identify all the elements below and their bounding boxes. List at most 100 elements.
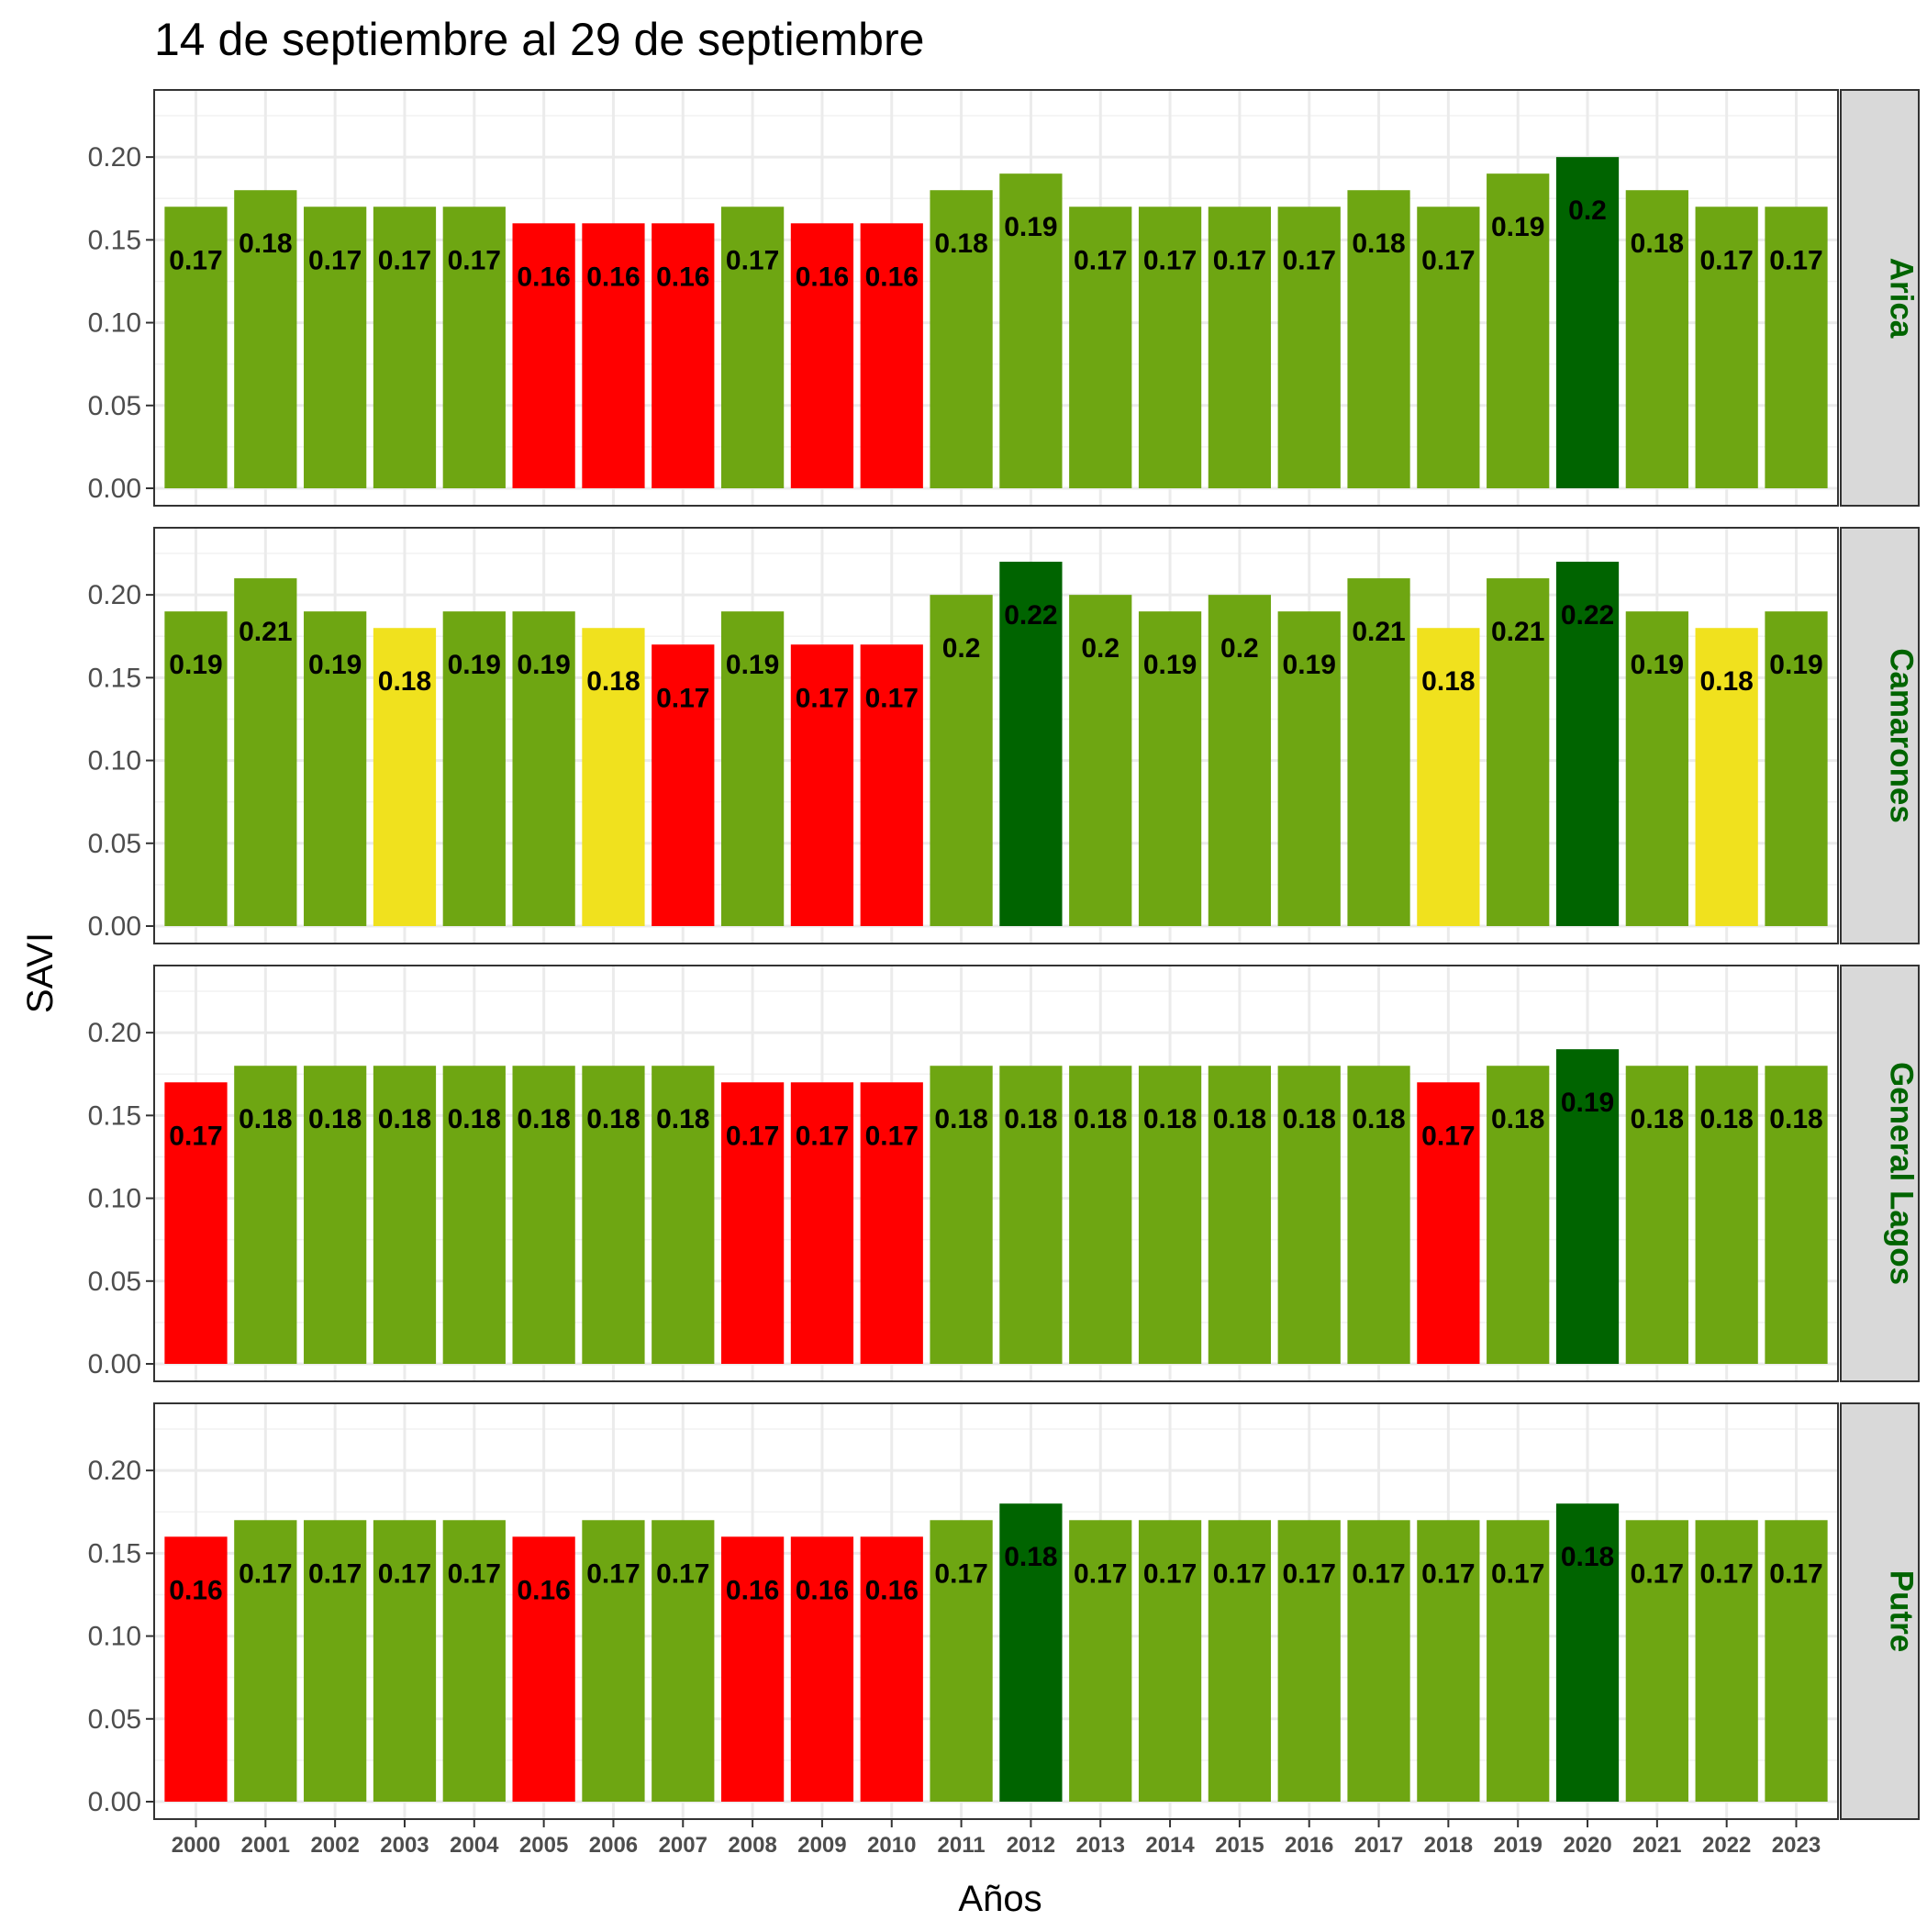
y-tick-label: 0.05 — [88, 391, 141, 421]
bar-value-label: 0.17 — [378, 1558, 431, 1589]
bar-2018 — [1417, 207, 1480, 488]
bar-2005 — [512, 223, 575, 488]
x-tick-label: 2002 — [310, 1833, 359, 1858]
bar-value-label: 0.18 — [656, 1104, 709, 1134]
bar-2005 — [512, 1066, 575, 1364]
bar-2014 — [1138, 611, 1202, 926]
bar-2007 — [652, 223, 715, 488]
bar-value-label: 0.17 — [656, 683, 709, 713]
bar-2010 — [860, 644, 923, 926]
bar-value-label: 0.17 — [1699, 245, 1753, 275]
bar-value-label: 0.18 — [1421, 666, 1475, 697]
bar-value-label: 0.19 — [308, 650, 362, 680]
x-tick-label: 2012 — [1007, 1833, 1055, 1858]
panel-border — [153, 527, 1839, 944]
bar-2002 — [304, 1520, 367, 1802]
bar-2019 — [1487, 1520, 1550, 1802]
bar-2020 — [1555, 562, 1620, 926]
facet-strip — [1840, 89, 1920, 507]
y-tick-label: 0.15 — [88, 1538, 141, 1569]
bar-value-label: 0.19 — [448, 650, 501, 680]
x-tick-label: 2005 — [519, 1833, 568, 1858]
bar-value-label: 0.18 — [239, 1104, 292, 1134]
bar-2015 — [1208, 1520, 1272, 1802]
chart-title: 14 de septiembre al 29 de septiembre — [154, 14, 924, 65]
facet-strip-label: General Lagos — [1884, 1062, 1920, 1285]
bar-value-label: 0.18 — [934, 1104, 987, 1134]
bar-value-label: 0.17 — [1143, 245, 1197, 275]
x-tick-label: 2006 — [589, 1833, 638, 1858]
bar-value-label: 0.18 — [1074, 1104, 1127, 1134]
bar-2004 — [442, 1520, 506, 1802]
bar-2016 — [1277, 207, 1341, 488]
x-tick-label: 2007 — [659, 1833, 707, 1858]
bar-value-label: 0.22 — [1561, 600, 1614, 631]
facet-strip — [1840, 965, 1920, 1382]
y-tick-label: 0.00 — [88, 474, 141, 504]
facet-strip — [1840, 1402, 1920, 1820]
bar-2023 — [1765, 207, 1828, 488]
bar-2021 — [1625, 1520, 1688, 1802]
bar-value-label: 0.21 — [1352, 617, 1405, 647]
bar-value-label: 0.17 — [1699, 1558, 1753, 1589]
bar-2000 — [164, 1082, 228, 1364]
bar-2015 — [1208, 595, 1272, 926]
bar-2003 — [373, 207, 437, 488]
bar-2008 — [720, 611, 785, 926]
bar-value-label: 0.16 — [517, 262, 570, 292]
x-tick-label: 2018 — [1424, 1833, 1473, 1858]
bar-value-label: 0.17 — [378, 245, 431, 275]
facet-strip-label: Putre — [1884, 1570, 1920, 1652]
x-tick-label: 2023 — [1772, 1833, 1821, 1858]
bar-value-label: 0.17 — [1421, 1558, 1475, 1589]
bar-value-label: 0.2 — [1081, 633, 1119, 664]
x-tick-label: 2010 — [867, 1833, 916, 1858]
bar-2001 — [234, 190, 297, 488]
bar-2020 — [1555, 157, 1620, 488]
bar-value-label: 0.17 — [1421, 245, 1475, 275]
bar-2013 — [1069, 207, 1132, 488]
bar-value-label: 0.17 — [1769, 245, 1822, 275]
bar-value-label: 0.17 — [1213, 1558, 1266, 1589]
bar-2023 — [1765, 1520, 1828, 1802]
bar-value-label: 0.17 — [1143, 1558, 1197, 1589]
bar-2004 — [442, 611, 506, 926]
x-tick-label: 2013 — [1076, 1833, 1125, 1858]
y-tick-label: 0.15 — [88, 1100, 141, 1131]
bar-2018 — [1417, 1082, 1480, 1364]
x-tick-label: 2020 — [1563, 1833, 1611, 1858]
bar-2021 — [1625, 190, 1688, 488]
bar-2009 — [790, 223, 854, 488]
bar-value-label: 0.16 — [656, 262, 709, 292]
bar-2002 — [304, 1066, 367, 1364]
bar-2011 — [930, 1066, 993, 1364]
x-tick-label: 2008 — [728, 1833, 776, 1858]
bar-2022 — [1695, 628, 1758, 926]
x-tick-label: 2011 — [938, 1833, 986, 1858]
bar-value-label: 0.18 — [1004, 1104, 1057, 1134]
bar-value-label: 0.17 — [239, 1558, 292, 1589]
bar-2005 — [512, 611, 575, 926]
bar-value-label: 0.18 — [1699, 1104, 1753, 1134]
bar-2008 — [720, 1536, 785, 1802]
bar-value-label: 0.17 — [1769, 1558, 1822, 1589]
bar-2023 — [1765, 1066, 1828, 1364]
bar-value-label: 0.17 — [169, 245, 222, 275]
bar-2001 — [234, 1520, 297, 1802]
bar-2011 — [930, 595, 993, 926]
bar-value-label: 0.17 — [1283, 245, 1336, 275]
bar-2018 — [1417, 628, 1480, 926]
bar-2017 — [1347, 1066, 1410, 1364]
y-tick-label: 0.15 — [88, 225, 141, 255]
bar-value-label: 0.18 — [1352, 1104, 1405, 1134]
bar-value-label: 0.19 — [1491, 212, 1544, 242]
bar-2016 — [1277, 611, 1341, 926]
bar-value-label: 0.19 — [1004, 212, 1057, 242]
bar-value-label: 0.21 — [1491, 617, 1544, 647]
bar-value-label: 0.17 — [656, 1558, 709, 1589]
bar-value-label: 0.17 — [1352, 1558, 1405, 1589]
bar-value-label: 0.17 — [1283, 1558, 1336, 1589]
x-tick-label: 2019 — [1494, 1833, 1543, 1858]
facet-panel-arica: 0.00 0.05 0.10 0.15 0.20 0.17 0.18 0.17 0.17 0.17… — [88, 89, 1920, 507]
